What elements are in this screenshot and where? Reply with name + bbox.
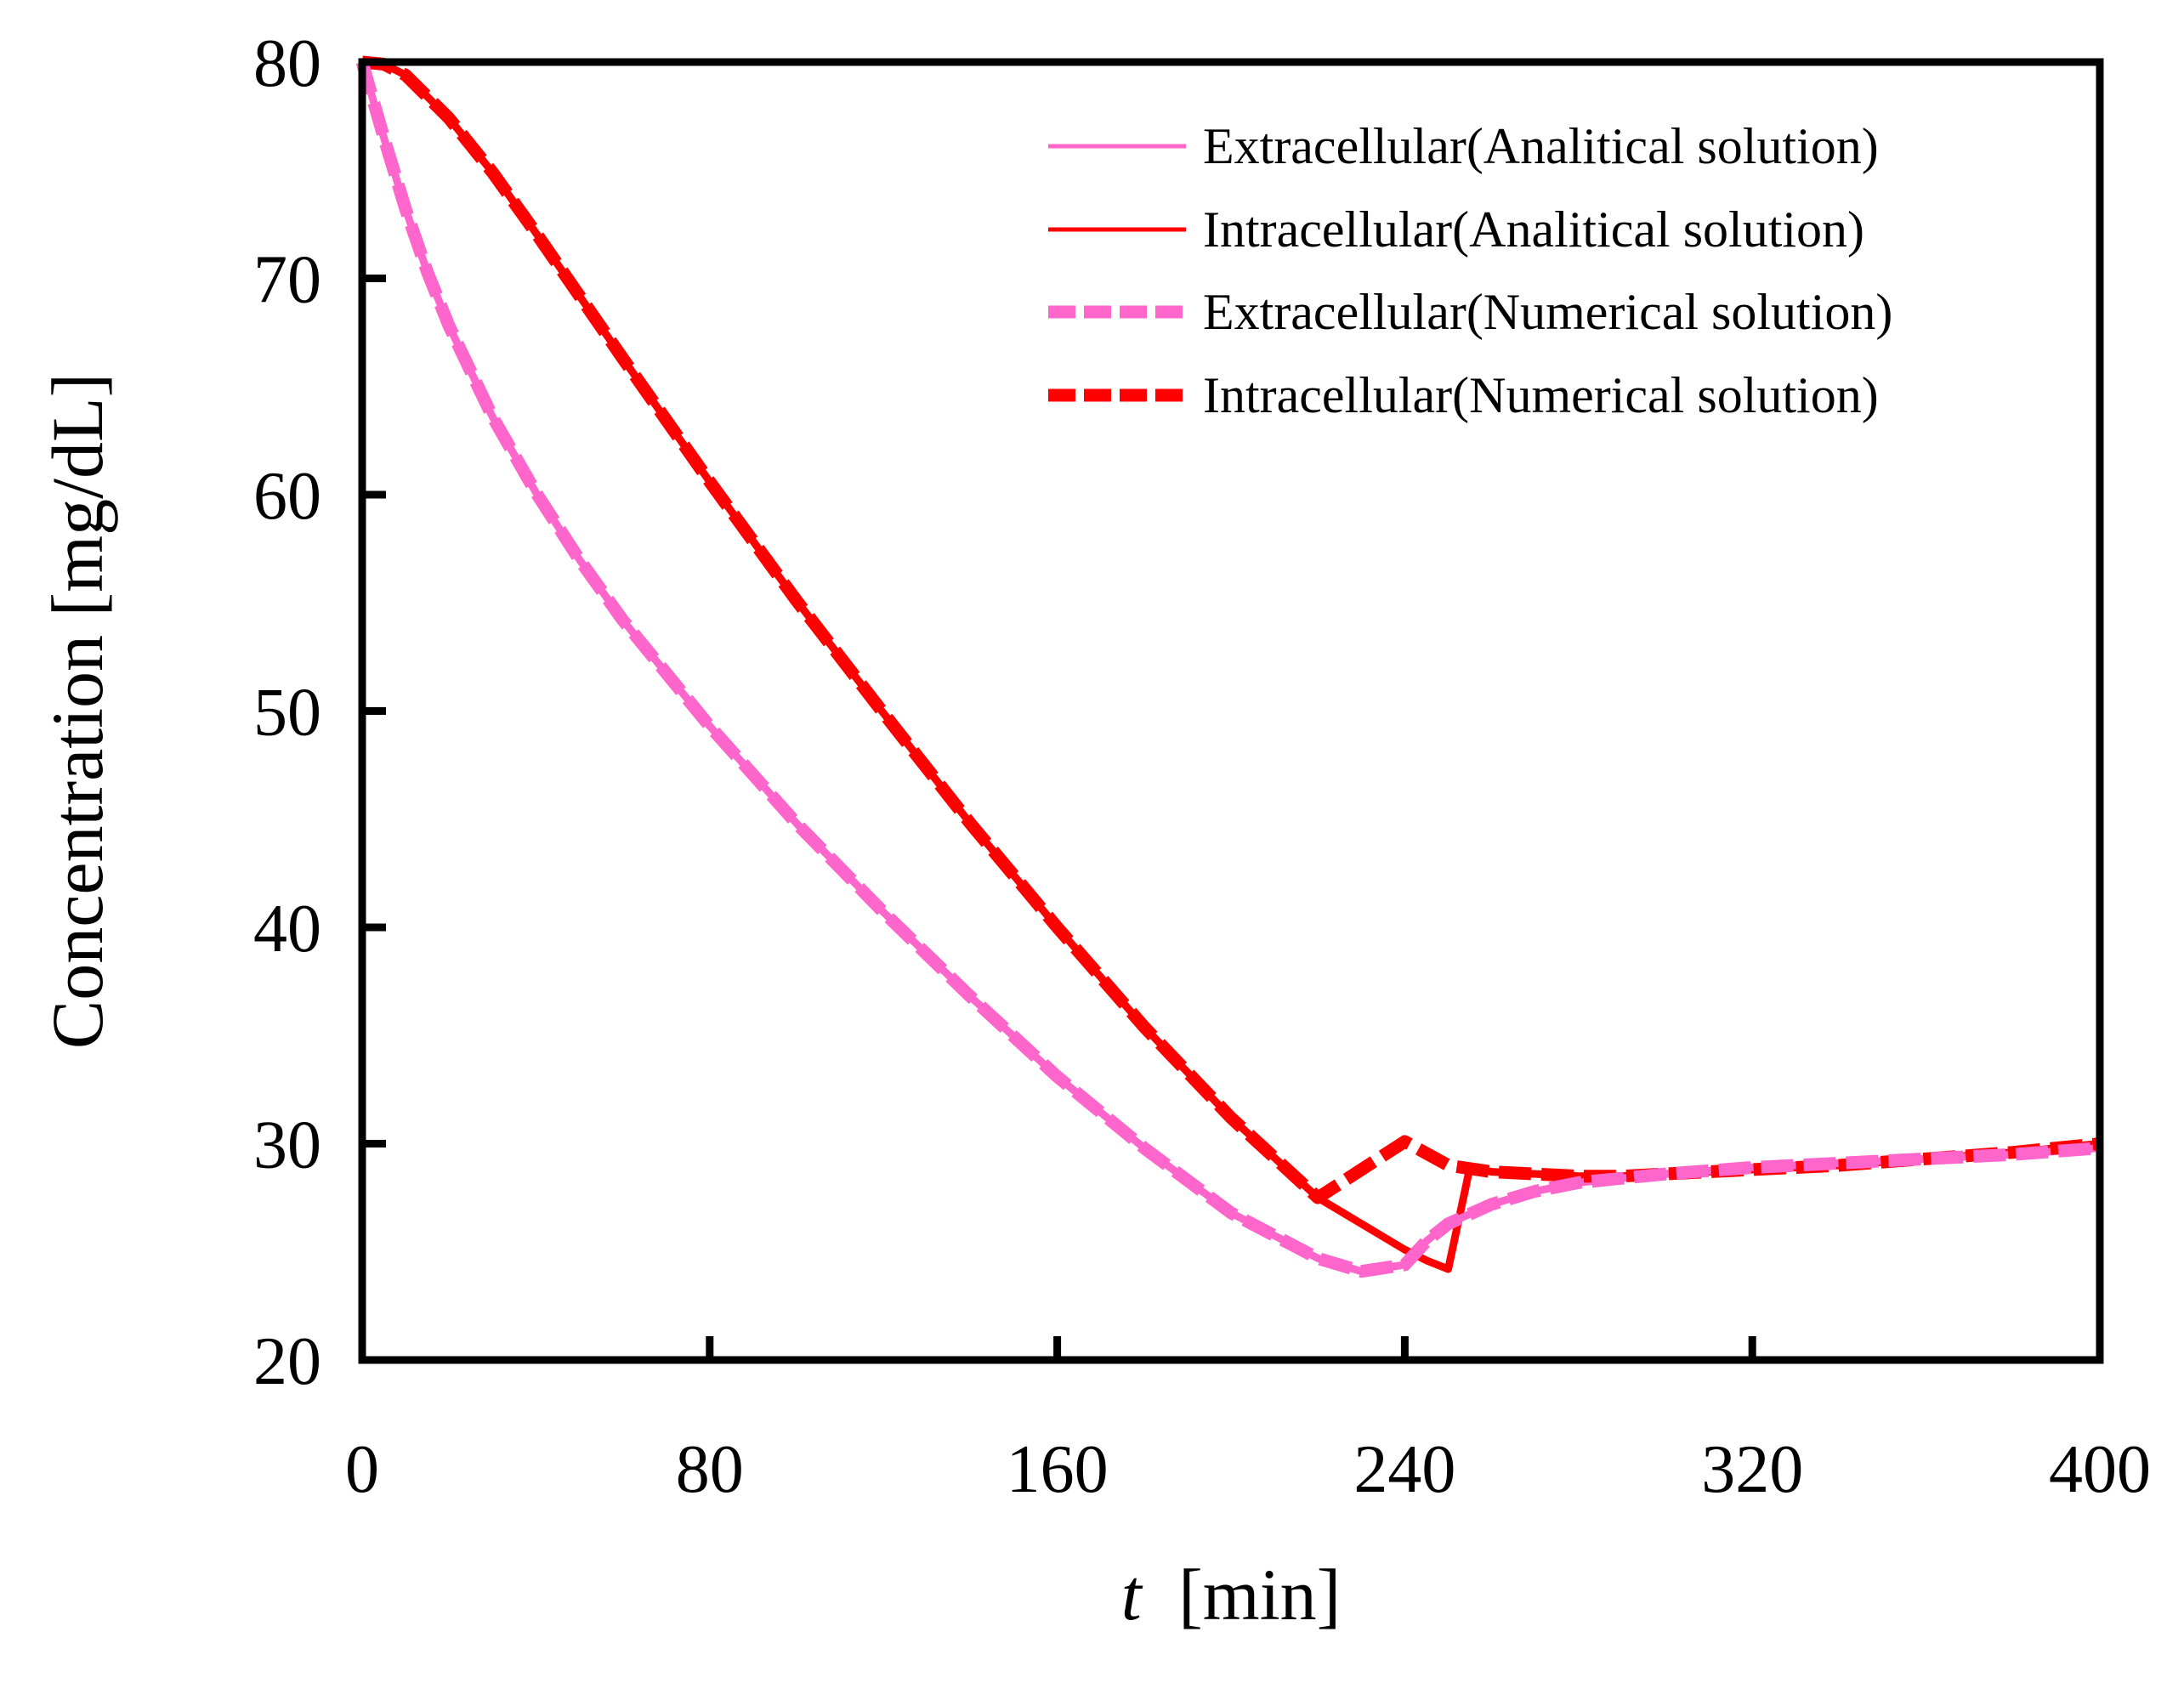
legend: Extracellular(Analitical solution) Intrac… [1048,118,1892,423]
y-tick-label: 70 [253,243,321,318]
x-tick-label: 240 [1353,1432,1455,1507]
series-line-3 [355,60,2101,1278]
x-tick-label: 320 [1701,1432,1803,1507]
x-axis-label: t [min] [1121,1554,1341,1635]
y-tick-label: 60 [253,459,321,534]
ticks-layer: 0 80 160 240 320 400 20 30 40 50 60 70 80 [253,26,2151,1507]
x-axis-variable: t [1121,1554,1143,1635]
y-tick-label: 40 [253,892,321,966]
legend-label-4: Intracellular(Numerical solution) [1203,367,1879,423]
y-axis-label: Concentration [mg/dL] [37,373,118,1049]
legend-label-1: Extracellular(Analitical solution) [1203,118,1879,174]
x-tick-label: 160 [1007,1432,1109,1507]
legend-label-3: Extracellular(Numerical solution) [1203,284,1892,340]
series-layer [355,55,2101,1278]
y-tick-label: 20 [253,1324,321,1399]
legend-label-2: Intracellular(Analitical solution) [1203,201,1864,258]
y-tick-label: 30 [253,1108,321,1183]
x-axis-unit: [min] [1178,1554,1341,1635]
x-tick-label: 0 [345,1432,379,1507]
x-tick-label: 80 [676,1432,744,1507]
x-tick-label: 400 [2049,1432,2151,1507]
y-tick-label: 80 [253,26,321,101]
y-tick-label: 50 [253,676,321,751]
